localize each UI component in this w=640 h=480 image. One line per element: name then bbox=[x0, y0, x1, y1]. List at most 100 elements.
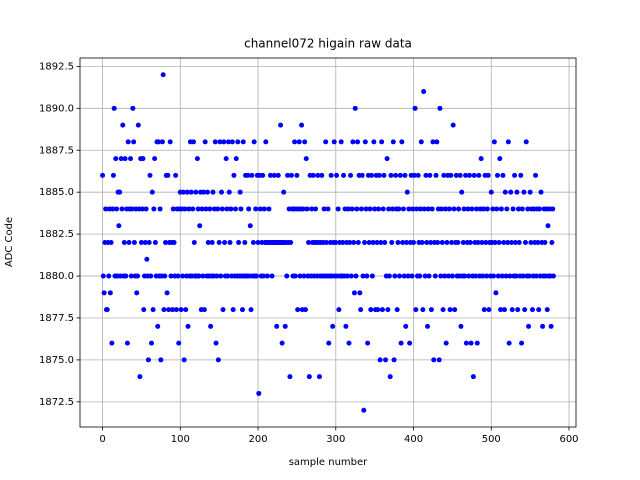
point bbox=[216, 240, 222, 245]
point bbox=[288, 172, 294, 178]
point bbox=[267, 172, 273, 178]
point bbox=[361, 407, 367, 413]
point bbox=[236, 240, 242, 245]
point bbox=[202, 139, 208, 145]
point bbox=[108, 240, 114, 245]
point bbox=[378, 240, 384, 245]
point bbox=[135, 273, 141, 279]
point bbox=[325, 206, 331, 212]
point bbox=[282, 323, 288, 329]
point bbox=[494, 172, 500, 178]
point bbox=[446, 273, 452, 279]
point bbox=[359, 172, 365, 178]
point bbox=[473, 273, 479, 279]
point bbox=[218, 189, 224, 195]
point bbox=[328, 172, 334, 178]
point bbox=[245, 172, 251, 178]
point bbox=[354, 206, 360, 212]
point bbox=[512, 240, 518, 245]
point bbox=[195, 206, 201, 212]
point bbox=[490, 206, 496, 212]
point bbox=[167, 139, 173, 145]
point bbox=[415, 172, 421, 178]
point bbox=[101, 290, 107, 296]
point bbox=[341, 172, 347, 178]
point bbox=[281, 189, 287, 195]
point bbox=[321, 206, 327, 212]
point bbox=[166, 307, 172, 313]
point bbox=[294, 172, 300, 178]
point bbox=[171, 240, 177, 245]
point bbox=[507, 273, 513, 279]
point bbox=[433, 172, 439, 178]
point bbox=[106, 273, 112, 279]
point bbox=[491, 139, 497, 145]
point bbox=[533, 273, 539, 279]
point bbox=[109, 340, 115, 346]
point bbox=[397, 273, 403, 279]
point bbox=[237, 189, 243, 195]
point bbox=[288, 240, 294, 245]
point bbox=[225, 139, 231, 145]
point bbox=[180, 273, 186, 279]
point bbox=[348, 273, 354, 279]
point bbox=[462, 273, 468, 279]
point bbox=[336, 307, 342, 313]
point bbox=[535, 240, 541, 245]
point bbox=[506, 340, 512, 346]
point bbox=[352, 105, 358, 111]
point bbox=[250, 240, 256, 245]
point bbox=[376, 172, 382, 178]
point bbox=[505, 139, 511, 145]
point bbox=[323, 139, 329, 145]
point bbox=[207, 206, 213, 212]
point bbox=[203, 206, 209, 212]
point bbox=[474, 340, 480, 346]
point bbox=[520, 273, 526, 279]
point bbox=[159, 139, 165, 145]
point bbox=[215, 357, 221, 363]
point bbox=[439, 240, 445, 245]
point bbox=[446, 206, 452, 212]
y-tick-label: 1892.5 bbox=[39, 61, 74, 72]
point bbox=[427, 172, 433, 178]
point bbox=[150, 307, 156, 313]
point bbox=[129, 206, 135, 212]
point bbox=[389, 240, 395, 245]
point bbox=[418, 139, 424, 145]
point bbox=[413, 307, 419, 313]
point bbox=[463, 340, 469, 346]
point bbox=[369, 273, 375, 279]
point bbox=[440, 307, 446, 313]
point bbox=[138, 240, 144, 245]
point bbox=[484, 206, 490, 212]
point bbox=[100, 273, 106, 279]
point bbox=[479, 240, 485, 245]
point bbox=[519, 340, 525, 346]
y-tick-label: 1877.5 bbox=[39, 313, 74, 324]
y-tick-label: 1890.0 bbox=[39, 103, 74, 114]
point bbox=[309, 206, 315, 212]
point bbox=[302, 139, 308, 145]
point bbox=[137, 374, 143, 380]
point bbox=[126, 240, 132, 245]
point bbox=[436, 357, 442, 363]
point bbox=[538, 189, 544, 195]
point bbox=[351, 290, 357, 296]
point bbox=[386, 273, 392, 279]
point bbox=[130, 105, 136, 111]
point bbox=[111, 105, 117, 111]
point bbox=[351, 240, 357, 245]
point bbox=[404, 240, 410, 245]
point bbox=[451, 206, 457, 212]
x-tick-label: 600 bbox=[559, 434, 578, 445]
point bbox=[540, 323, 546, 329]
point bbox=[514, 189, 520, 195]
point bbox=[110, 172, 116, 178]
point bbox=[498, 307, 504, 313]
point bbox=[499, 273, 505, 279]
point bbox=[516, 240, 522, 245]
point bbox=[519, 206, 525, 212]
x-tick-label: 300 bbox=[326, 434, 345, 445]
point bbox=[275, 172, 281, 178]
